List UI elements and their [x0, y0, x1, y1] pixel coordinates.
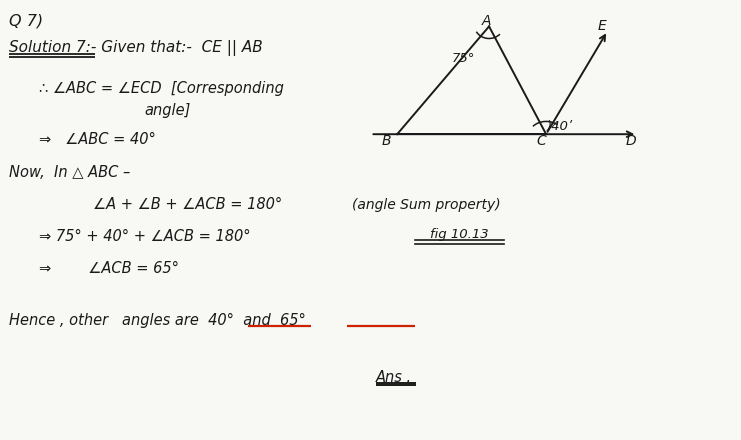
Text: (angle Sum property): (angle Sum property): [352, 198, 501, 212]
Text: ⇒ 75° + 40° + ∠ACB = 180°: ⇒ 75° + 40° + ∠ACB = 180°: [39, 229, 250, 244]
Text: Now,  In △ ABC –: Now, In △ ABC –: [9, 165, 130, 180]
Text: B: B: [382, 134, 391, 148]
Text: ∴ ∠ABC = ∠ECD  [Corresponding: ∴ ∠ABC = ∠ECD [Corresponding: [39, 81, 283, 95]
Text: ⇒   ∠ABC = 40°: ⇒ ∠ABC = 40°: [39, 132, 156, 147]
Text: Hence , other   angles are  40°  and  65°: Hence , other angles are 40° and 65°: [9, 313, 306, 328]
Text: ⇒        ∠ACB = 65°: ⇒ ∠ACB = 65°: [39, 261, 179, 276]
Text: ∠A + ∠B + ∠ACB = 180°: ∠A + ∠B + ∠ACB = 180°: [93, 197, 282, 212]
Text: Q 7): Q 7): [9, 14, 43, 29]
Text: E: E: [597, 19, 606, 33]
Text: A: A: [482, 14, 491, 28]
Text: )40ʹ: )40ʹ: [547, 120, 572, 133]
Text: D: D: [625, 134, 636, 148]
Text: angle]: angle]: [144, 103, 191, 118]
Text: Ans .: Ans .: [376, 370, 412, 385]
Text: 75°: 75°: [452, 52, 476, 65]
Text: Solution 7:- Given that:-  CE || AB: Solution 7:- Given that:- CE || AB: [9, 40, 262, 56]
Text: C: C: [536, 134, 546, 148]
Text: fig 10.13: fig 10.13: [430, 227, 489, 241]
